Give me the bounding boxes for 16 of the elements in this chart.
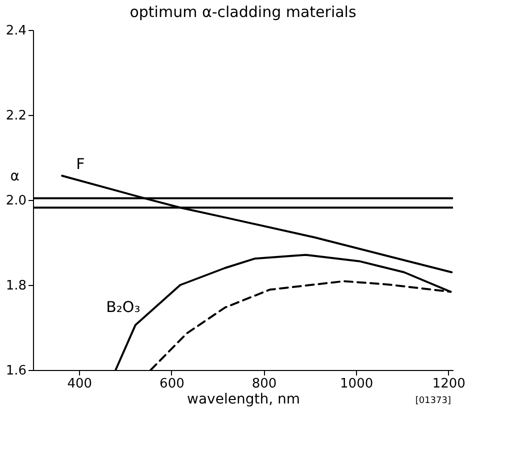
x-tick-label: 600 xyxy=(160,376,184,392)
y-tick-label: 2.0 xyxy=(6,194,26,208)
y-tick-label: 2.4 xyxy=(6,24,26,38)
x-tick-label: 800 xyxy=(252,376,277,392)
text: [01373] xyxy=(415,396,451,406)
x-tick-label: 1200 xyxy=(432,376,466,392)
series-label: F xyxy=(76,154,85,173)
x-tick-label: 1000 xyxy=(340,376,374,392)
y-tick-label: 2.2 xyxy=(6,108,26,124)
series-label: B₂O₃ xyxy=(106,298,140,316)
y-tick-label: 1.6 xyxy=(6,364,26,378)
x-tick-label: 400 xyxy=(67,376,92,392)
y-tick-label: 1.8 xyxy=(6,278,26,294)
y-axis-title: α xyxy=(10,168,20,184)
chart-title: optimum α-cladding materials xyxy=(130,3,356,21)
x-axis-title: wavelength, nm xyxy=(187,392,300,408)
